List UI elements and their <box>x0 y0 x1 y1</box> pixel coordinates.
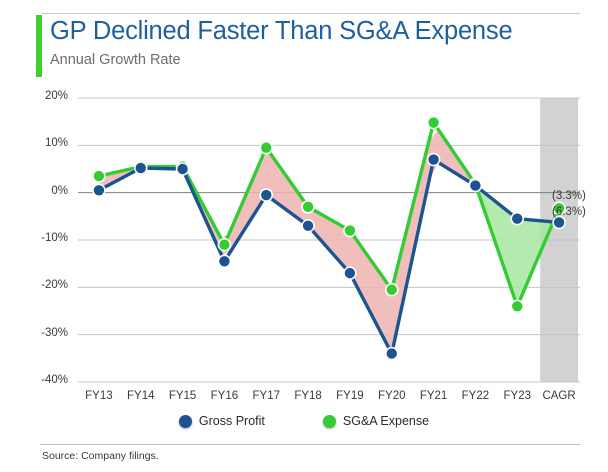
x-axis-tick-label: FY18 <box>294 390 322 402</box>
x-axis-tick-label: FY22 <box>461 390 490 402</box>
legend-label-sga-expense: SG&A Expense <box>342 414 430 428</box>
footer-divider <box>40 444 580 445</box>
series-markers <box>92 115 566 361</box>
source-note: Source: Company filings. <box>42 450 159 462</box>
y-axis-tick-label: -40% <box>41 374 68 386</box>
series-lines <box>97 120 561 356</box>
x-axis-tick-label: FY13 <box>85 390 113 402</box>
legend-item-sga-expense[interactable]: SG&A Expense <box>322 414 430 428</box>
x-axis-tick-label: FY19 <box>336 390 364 402</box>
x-axis-tick-label: FY16 <box>210 390 239 402</box>
legend-item-gross-profit[interactable]: Gross Profit <box>178 414 265 428</box>
page-subtitle: Annual Growth Rate <box>50 52 181 68</box>
x-axis-tick-label: FY21 <box>419 390 448 402</box>
header-divider <box>42 13 580 14</box>
y-axis-tick-label: -30% <box>41 326 68 339</box>
y-axis-tick-label: 10% <box>44 137 68 150</box>
x-axis-tick-label: FY17 <box>252 390 281 402</box>
legend-label-gross-profit: Gross Profit <box>198 414 265 428</box>
x-axis-tick-label: CAGR <box>542 390 576 402</box>
x-axis-tick-label: FY23 <box>503 390 532 402</box>
page-title: GP Declined Faster Than SG&A Expense <box>50 17 513 45</box>
series-gap-fill <box>98 129 560 353</box>
gridlines <box>78 97 580 383</box>
y-axis-tick-label: 0% <box>51 184 68 197</box>
x-axis-tick-label: FY15 <box>168 390 197 402</box>
cagr-value-gross-profit: (6.3%) <box>552 206 586 218</box>
x-axis-tick-label: FY14 <box>127 390 155 402</box>
chart-legend: Gross Profit SG&A Expense <box>0 414 608 428</box>
y-axis-tick-label: -10% <box>41 232 68 244</box>
legend-marker-icon-sga-expense <box>322 414 336 428</box>
x-axis-tick-label: FY20 <box>378 390 406 402</box>
y-axis-tick-label: -20% <box>41 279 68 292</box>
title-accent-bar <box>36 15 42 77</box>
legend-marker-icon-gross-profit <box>178 414 192 428</box>
y-axis-tick-label: 20% <box>44 90 68 102</box>
cagr-value-sga: (3.3%) <box>552 190 586 202</box>
